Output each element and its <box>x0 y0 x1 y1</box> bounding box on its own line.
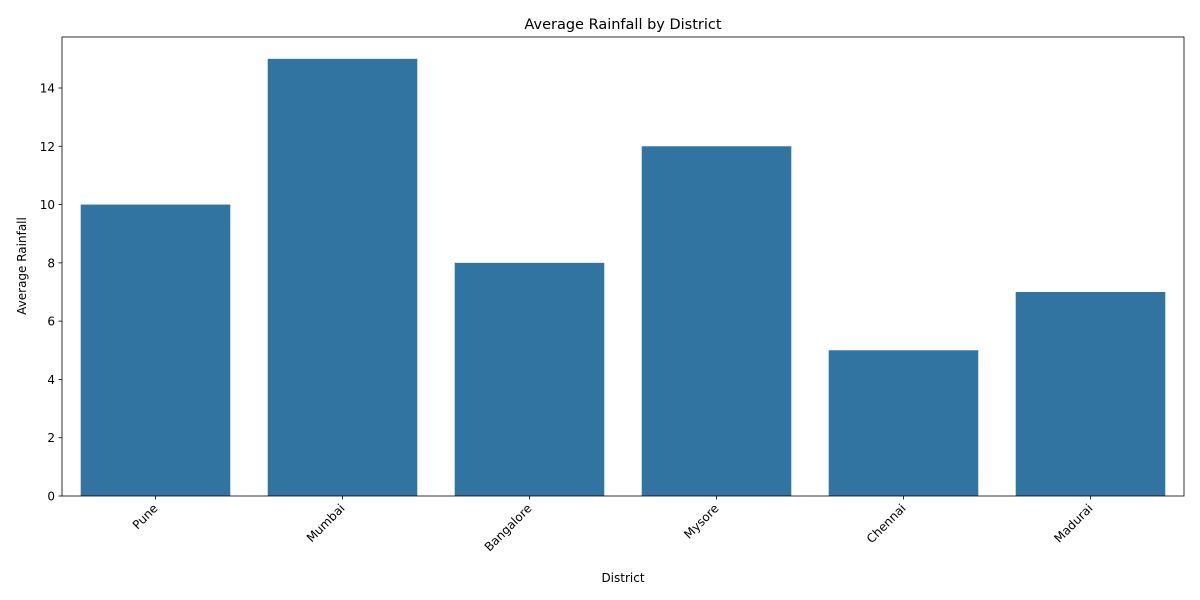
bar-pune <box>80 204 231 497</box>
y-tick-label: 0 <box>47 490 55 504</box>
y-tick-label: 4 <box>47 373 55 387</box>
y-tick-label: 2 <box>47 431 55 445</box>
bar-mysore <box>641 146 792 497</box>
x-tick-label-mumbai: Mumbai <box>304 501 348 545</box>
y-axis-label: Average Rainfall <box>15 217 29 315</box>
y-tick-label: 12 <box>40 140 55 154</box>
y-tick-label: 10 <box>40 198 55 212</box>
x-tick-label-chennai: Chennai <box>864 501 909 546</box>
y-tick-label: 14 <box>40 82 55 96</box>
bar-mumbai <box>267 58 418 496</box>
y-tick-label: 6 <box>47 315 55 329</box>
y-axis-ticks: 0 2 4 6 8 10 12 14 <box>40 82 62 504</box>
bar-chennai <box>828 350 979 496</box>
bar-bangalore <box>454 262 605 496</box>
x-tick-label-pune: Pune <box>130 501 161 532</box>
plot-frame <box>61 36 1185 497</box>
x-axis-label: District <box>601 571 644 585</box>
x-tick-label-madurai: Madurai <box>1051 501 1095 545</box>
y-tick-label: 8 <box>47 256 55 270</box>
bars-group <box>80 58 1166 497</box>
x-tick-label-bangalore: Bangalore <box>482 501 535 554</box>
bar-madurai <box>1015 292 1166 496</box>
chart-title: Average Rainfall by District <box>524 17 721 33</box>
x-tick-label-mysore: Mysore <box>681 501 721 541</box>
x-axis-ticks: Pune Mumbai Bangalore Mysore Chennai Madurai <box>130 496 1096 554</box>
